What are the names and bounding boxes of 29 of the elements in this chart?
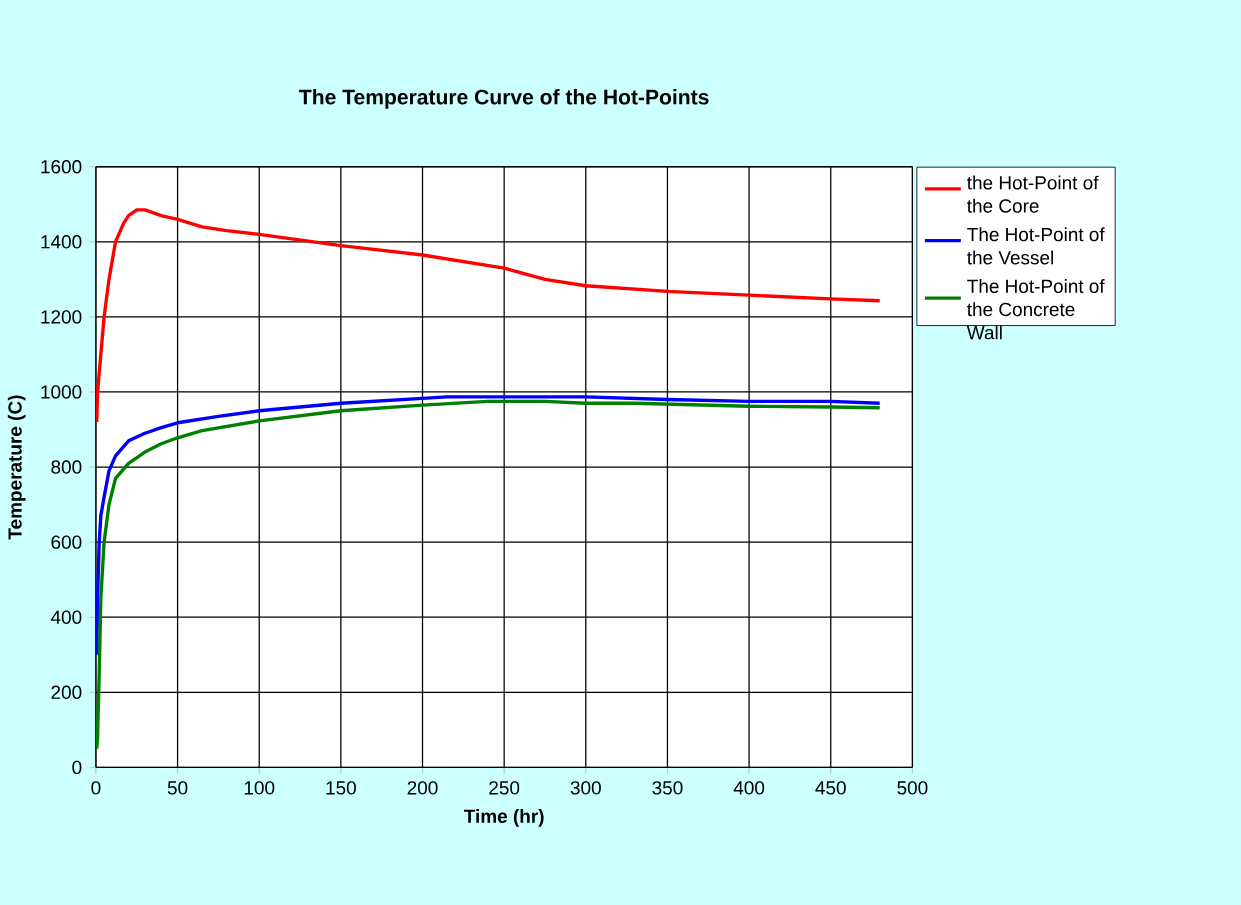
y-tick-label: 1400 [41,234,82,249]
y-tick-label: 1000 [41,385,82,399]
x-tick-label: 0 [91,781,101,795]
line-series [95,208,882,424]
x-tick-label: 150 [326,781,356,795]
y-axis-title: Temperature (C) [7,395,26,540]
x-tick-label: 100 [244,781,275,795]
y-tick-label: 0 [72,760,82,774]
legend-label: the Hot-Point of the Core [967,175,1099,213]
y-tick-label: 200 [51,685,82,699]
y-tick-label: 1600 [41,159,82,174]
x-tick-label: 400 [733,781,765,795]
x-axis-title: Time (hr) [463,808,544,827]
legend-label: The Hot-Point of the Concrete Wall [966,278,1105,340]
line-series [95,395,882,657]
x-tick-label: 200 [407,781,438,795]
x-tick-label: 250 [489,781,520,795]
x-tick-label: 450 [815,781,846,795]
y-tick-label: 600 [51,535,82,549]
y-tick-label: 800 [51,460,82,474]
y-tick-label: 1200 [41,310,82,324]
chart-title: The Temperature Curve of the Hot-Points [299,88,709,109]
y-tick-label: 400 [50,610,82,624]
x-tick-label: 300 [570,781,601,795]
x-tick-label: 350 [652,781,683,795]
legend-label: The Hot-Point of the Vessel [967,227,1105,265]
x-tick-label: 500 [897,781,928,795]
x-tick-label: 50 [167,781,188,795]
line-series [95,399,882,751]
